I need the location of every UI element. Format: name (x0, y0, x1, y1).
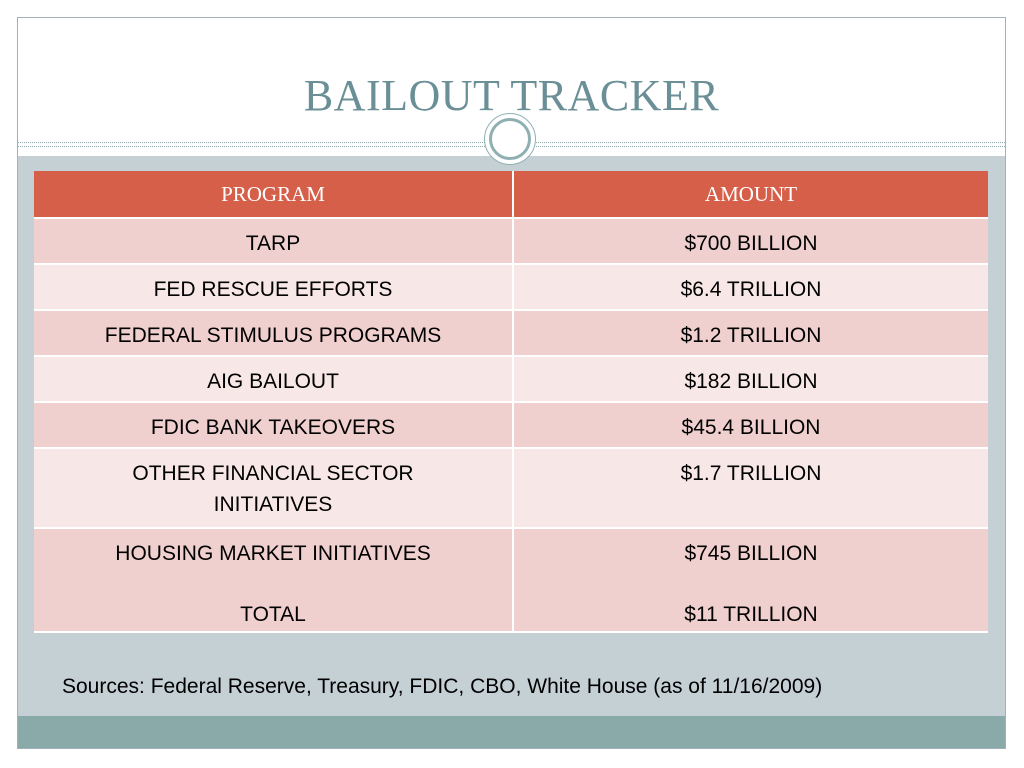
table-row: FED RESCUE EFFORTS $6.4 TRILLION (34, 264, 988, 311)
program-cell: TARP (34, 218, 514, 265)
table-row: OTHER FINANCIAL SECTOR INITIATIVES $1.7 … (34, 448, 988, 529)
amount-cell: $6.4 TRILLION (513, 264, 988, 311)
amount-cell: $745 BILLION $11 TRILLION (513, 528, 988, 633)
footer-bar (18, 716, 1005, 748)
program-cell: FEDERAL STIMULUS PROGRAMS (34, 310, 514, 357)
table-header-row: PROGRAM AMOUNT (34, 171, 988, 219)
header-program: PROGRAM (34, 171, 514, 219)
slide: BAILOUT TRACKER PROGRAM AMOUNT TARP $700… (17, 17, 1006, 749)
program-cell: OTHER FINANCIAL SECTOR INITIATIVES (34, 448, 514, 529)
table-row: FEDERAL STIMULUS PROGRAMS $1.2 TRILLION (34, 310, 988, 357)
program-housing: HOUSING MARKET INITIATIVES (115, 542, 431, 565)
amount-cell: $1.7 TRILLION (513, 448, 988, 529)
circle-ornament-icon (484, 113, 536, 165)
program-cell: FDIC BANK TAKEOVERS (34, 402, 514, 449)
amount-cell: $45.4 BILLION (513, 402, 988, 449)
amount-cell: $1.2 TRILLION (513, 310, 988, 357)
table-row: FDIC BANK TAKEOVERS $45.4 BILLION (34, 402, 988, 449)
sources-note: Sources: Federal Reserve, Treasury, FDIC… (62, 675, 823, 698)
table-row: HOUSING MARKET INITIATIVES TOTAL $745 BI… (34, 528, 988, 633)
program-cell: FED RESCUE EFFORTS (34, 264, 514, 311)
table-row: AIG BAILOUT $182 BILLION (34, 356, 988, 403)
amount-cell: $700 BILLION (513, 218, 988, 265)
circle-ornament-inner (489, 118, 531, 160)
bailout-table: PROGRAM AMOUNT TARP $700 BILLION FED RES… (34, 171, 988, 633)
table-row: TARP $700 BILLION (34, 218, 988, 265)
amount-cell: $182 BILLION (513, 356, 988, 403)
slide-title: BAILOUT TRACKER (303, 71, 720, 120)
header-amount: AMOUNT (513, 171, 988, 219)
program-cell: HOUSING MARKET INITIATIVES TOTAL (34, 528, 514, 633)
amount-housing: $745 BILLION (684, 542, 818, 565)
program-total: TOTAL (240, 603, 306, 626)
program-cell: AIG BAILOUT (34, 356, 514, 403)
amount-total: $11 TRILLION (684, 603, 818, 626)
